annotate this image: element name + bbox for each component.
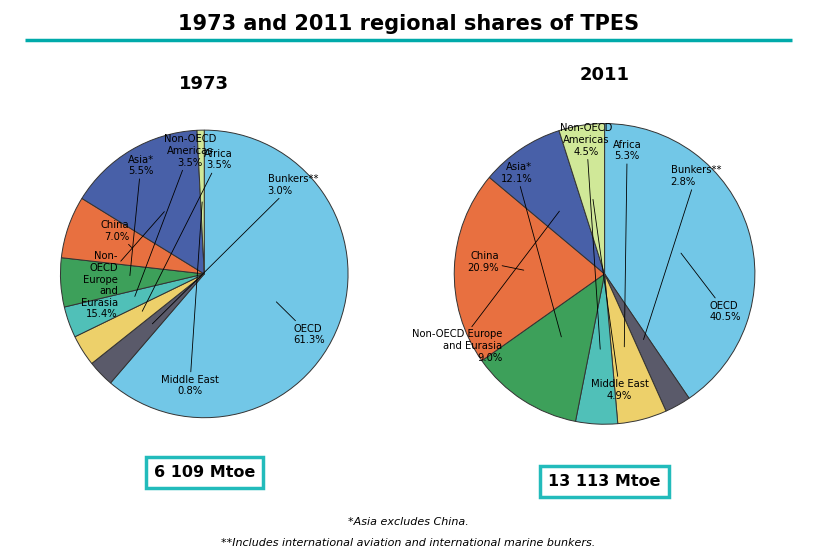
Wedge shape: [82, 130, 204, 274]
Text: Middle East
4.9%: Middle East 4.9%: [591, 200, 649, 401]
Text: Africa
5.3%: Africa 5.3%: [613, 140, 641, 347]
Text: *Asia excludes China.: *Asia excludes China.: [348, 517, 469, 527]
Text: China
7.0%: China 7.0%: [100, 220, 132, 248]
Wedge shape: [75, 274, 204, 363]
Title: 1973: 1973: [179, 74, 230, 93]
Text: Middle East
0.8%: Middle East 0.8%: [161, 202, 219, 396]
Wedge shape: [197, 130, 204, 274]
Title: 2011: 2011: [579, 67, 630, 84]
Wedge shape: [575, 274, 618, 424]
Text: Asia*
5.5%: Asia* 5.5%: [127, 154, 154, 276]
Text: Non-OECD Europe
and Eurasia
9.0%: Non-OECD Europe and Eurasia 9.0%: [412, 211, 560, 363]
Text: Non-OECD
Americas
4.5%: Non-OECD Americas 4.5%: [560, 124, 613, 349]
Text: 6 109 Mtoe: 6 109 Mtoe: [154, 465, 255, 480]
Text: Bunkers**
2.8%: Bunkers** 2.8%: [644, 165, 721, 339]
Wedge shape: [559, 124, 605, 274]
Text: Non-OECD
Americas
3.5%: Non-OECD Americas 3.5%: [135, 134, 216, 296]
Text: OECD
40.5%: OECD 40.5%: [681, 253, 741, 323]
Wedge shape: [92, 274, 204, 383]
Wedge shape: [605, 274, 689, 411]
Text: 1973 and 2011 regional shares of TPES: 1973 and 2011 regional shares of TPES: [178, 14, 639, 34]
Text: OECD
61.3%: OECD 61.3%: [276, 302, 325, 345]
Wedge shape: [605, 274, 666, 424]
Wedge shape: [489, 131, 605, 274]
Wedge shape: [482, 274, 605, 421]
Text: 13 113 Mtoe: 13 113 Mtoe: [548, 474, 661, 489]
Wedge shape: [110, 130, 348, 418]
Text: Africa
3.5%: Africa 3.5%: [142, 149, 233, 311]
Text: Non-
OECD
Europe
and
Eurasia
15.4%: Non- OECD Europe and Eurasia 15.4%: [81, 212, 164, 319]
Wedge shape: [60, 258, 204, 307]
Text: China
20.9%: China 20.9%: [467, 251, 524, 273]
Wedge shape: [61, 198, 204, 274]
Wedge shape: [65, 274, 204, 337]
Wedge shape: [454, 177, 605, 361]
Text: Asia*
12.1%: Asia* 12.1%: [501, 162, 561, 337]
Text: Bunkers**
3.0%: Bunkers** 3.0%: [152, 174, 318, 324]
Text: **Includes international aviation and international marine bunkers.: **Includes international aviation and in…: [221, 538, 596, 548]
Wedge shape: [605, 124, 755, 398]
